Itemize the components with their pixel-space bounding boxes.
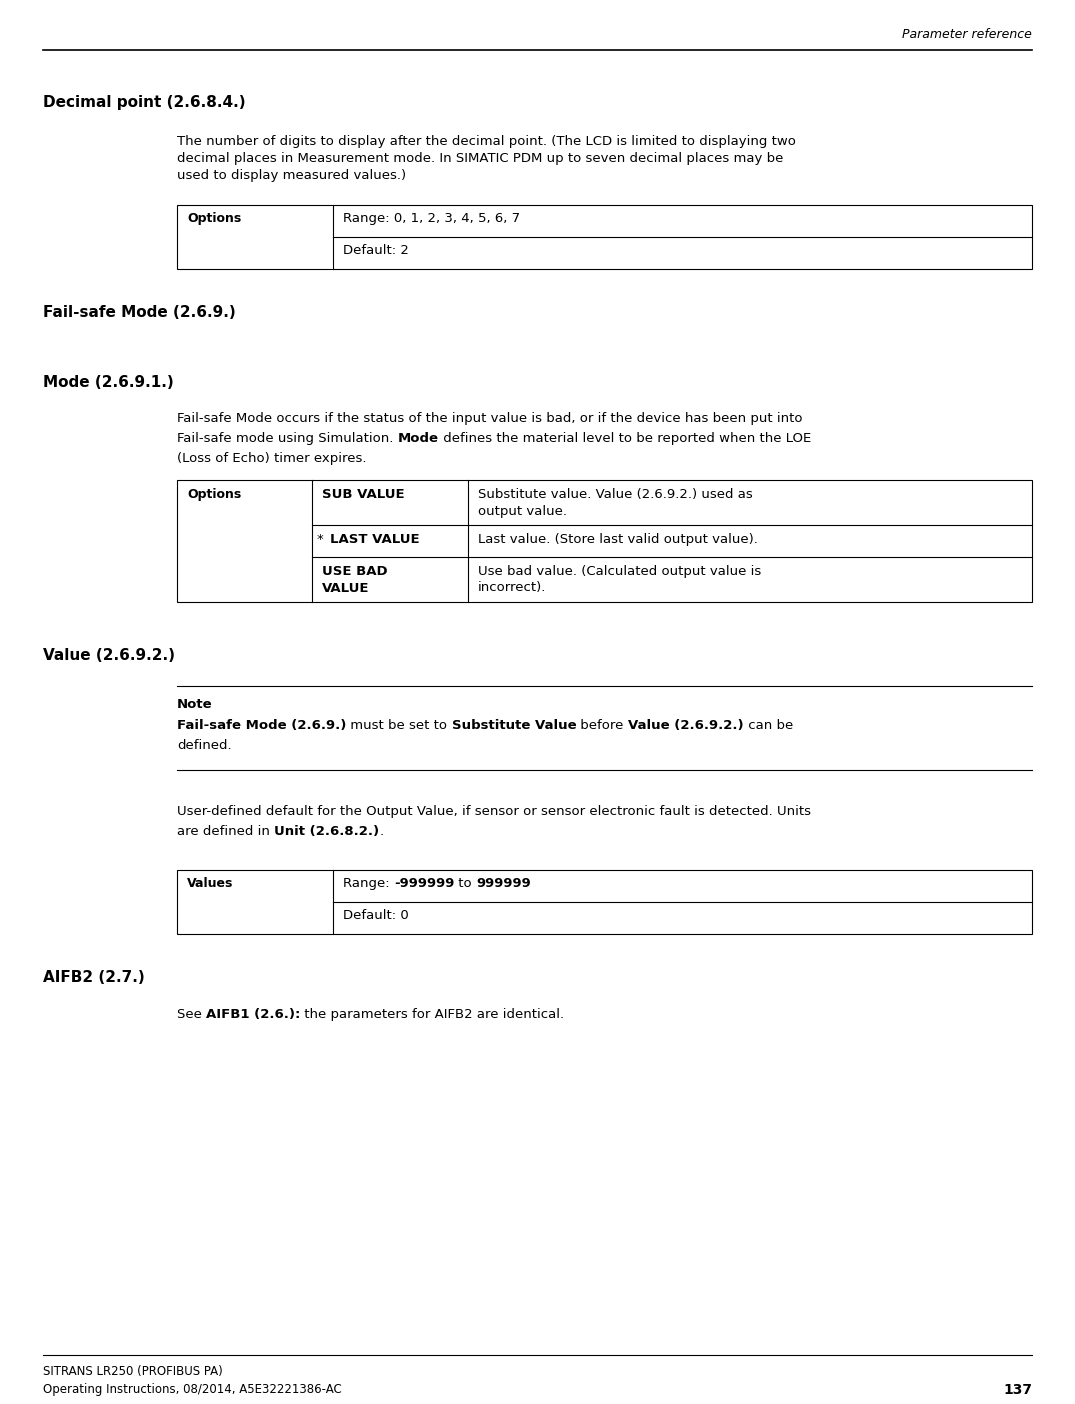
Text: can be: can be [744,719,792,731]
Text: *: * [317,534,324,546]
Text: User-defined default for the Output Value, if sensor or sensor electronic fault : User-defined default for the Output Valu… [177,804,811,819]
Text: SITRANS LR250 (PROFIBUS PA): SITRANS LR250 (PROFIBUS PA) [43,1365,223,1377]
Bar [177,870,1032,934]
Text: Default: 0: Default: 0 [343,908,408,922]
Text: Operating Instructions, 08/2014, A5E32221386-AC: Operating Instructions, 08/2014, A5E3222… [43,1383,342,1396]
Bar [177,480,1032,602]
Text: 999999: 999999 [476,878,531,890]
Text: before: before [576,719,628,731]
Text: Fail-safe Mode (2.6.9.): Fail-safe Mode (2.6.9.) [43,305,235,320]
Text: Options: Options [187,489,241,501]
Text: AIFB1 (2.6.):: AIFB1 (2.6.): [206,1008,301,1021]
Text: Mode (2.6.9.1.): Mode (2.6.9.1.) [43,375,174,390]
Text: Fail-safe mode using Simulation.: Fail-safe mode using Simulation. [177,432,398,445]
Text: .: . [379,826,384,838]
Text: the parameters for AIFB2 are identical.: the parameters for AIFB2 are identical. [301,1008,564,1021]
Text: Mode: Mode [398,432,439,445]
Text: Value (2.6.9.2.): Value (2.6.9.2.) [43,649,175,663]
Text: The number of digits to display after the decimal point. (The LCD is limited to : The number of digits to display after th… [177,135,796,183]
Text: LAST VALUE: LAST VALUE [330,534,419,546]
Text: -999999: -999999 [393,878,455,890]
Text: Fail-safe Mode occurs if the status of the input value is bad, or if the device : Fail-safe Mode occurs if the status of t… [177,411,803,425]
Text: Decimal point (2.6.8.4.): Decimal point (2.6.8.4.) [43,95,245,110]
Text: Substitute Value: Substitute Value [452,719,576,731]
Text: Substitute value. Value (2.6.9.2.) used as
output value.: Substitute value. Value (2.6.9.2.) used … [478,489,752,518]
Text: Range:: Range: [343,878,393,890]
Text: USE BAD
VALUE: USE BAD VALUE [322,564,388,594]
Text: Value (2.6.9.2.): Value (2.6.9.2.) [628,719,744,731]
Text: to: to [455,878,476,890]
Text: Use bad value. (Calculated output value is
incorrect).: Use bad value. (Calculated output value … [478,564,761,594]
Text: (Loss of Echo) timer expires.: (Loss of Echo) timer expires. [177,452,367,465]
Text: SUB VALUE: SUB VALUE [322,489,404,501]
Text: Unit (2.6.8.2.): Unit (2.6.8.2.) [274,826,379,838]
Text: Last value. (Store last valid output value).: Last value. (Store last valid output val… [478,534,758,546]
Text: Parameter reference: Parameter reference [902,28,1032,41]
Text: defines the material level to be reported when the LOE: defines the material level to be reporte… [439,432,811,445]
Text: Range: 0, 1, 2, 3, 4, 5, 6, 7: Range: 0, 1, 2, 3, 4, 5, 6, 7 [343,212,520,225]
Text: are defined in: are defined in [177,826,274,838]
Text: Values: Values [187,878,233,890]
Text: Default: 2: Default: 2 [343,244,408,257]
Text: AIFB2 (2.7.): AIFB2 (2.7.) [43,970,145,986]
Text: defined.: defined. [177,739,231,753]
Text: Options: Options [187,212,241,225]
Text: Note: Note [177,698,213,710]
Text: 137: 137 [1003,1383,1032,1397]
Bar [177,205,1032,270]
Text: See: See [177,1008,206,1021]
Text: Fail-safe Mode (2.6.9.): Fail-safe Mode (2.6.9.) [177,719,346,731]
Text: must be set to: must be set to [346,719,452,731]
